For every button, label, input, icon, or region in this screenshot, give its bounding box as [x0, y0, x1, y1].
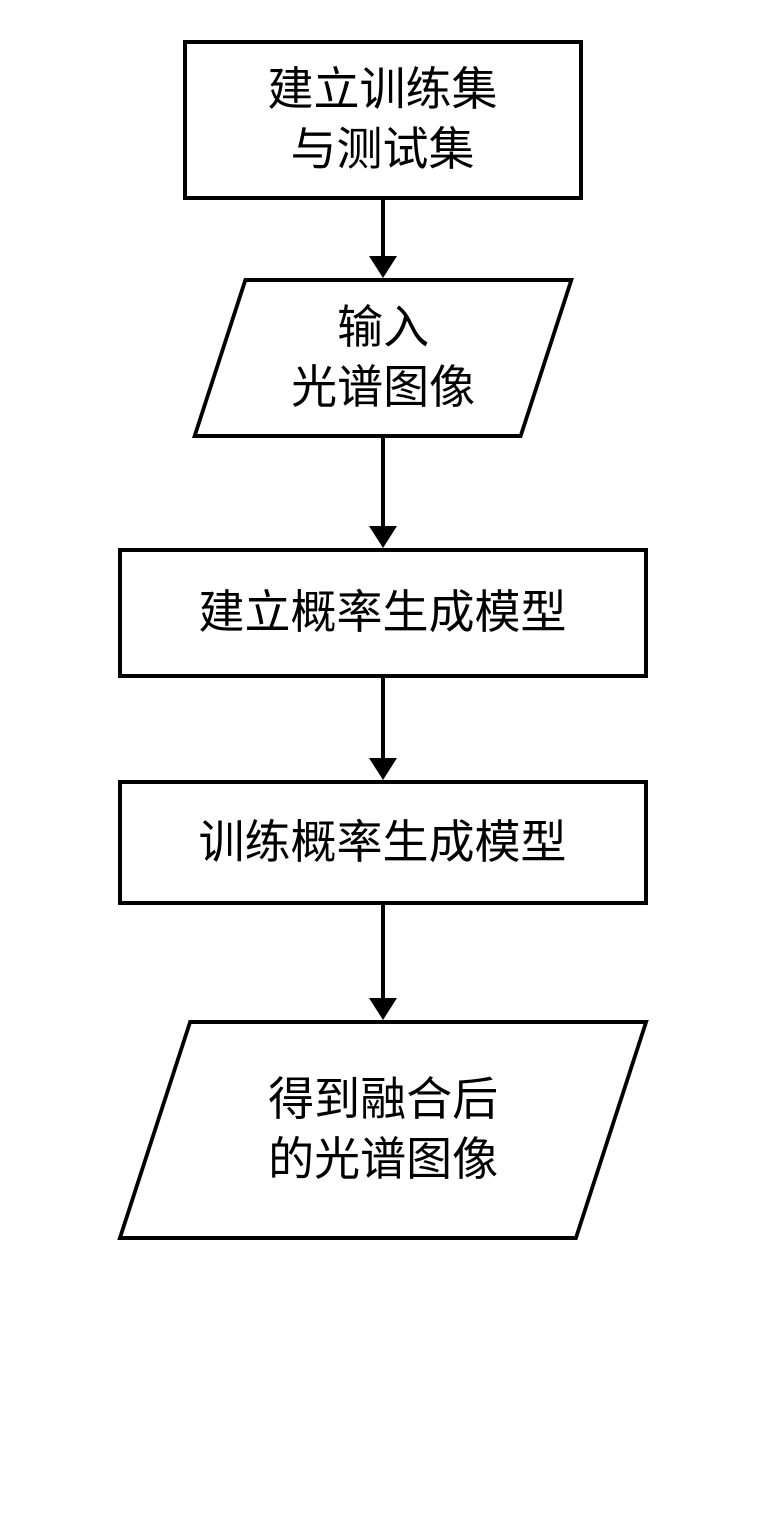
- arrow-head-icon: [369, 998, 397, 1020]
- node-output-fused-image: 得到融合后 的光谱图像: [117, 1020, 648, 1240]
- label-line1: 建立训练集: [268, 64, 498, 115]
- node-build-train-test: 建立训练集 与测试集: [183, 40, 583, 200]
- arrow-line: [381, 438, 385, 526]
- node-label: 建立训练集 与测试集: [268, 60, 498, 180]
- label-line2: 光谱图像: [291, 362, 475, 413]
- node-label: 得到融合后 的光谱图像: [268, 1070, 498, 1190]
- label-line2: 与测试集: [291, 124, 475, 175]
- arrow-2: [369, 438, 397, 548]
- arrow-head-icon: [369, 758, 397, 780]
- node-label: 训练概率生成模型: [199, 813, 567, 873]
- arrow-3: [369, 678, 397, 780]
- label-line1: 得到融合后: [268, 1074, 498, 1125]
- arrow-head-icon: [369, 256, 397, 278]
- arrow-head-icon: [369, 526, 397, 548]
- node-train-prob-model: 训练概率生成模型: [118, 780, 648, 905]
- arrow-line: [381, 200, 385, 256]
- label-line1: 输入: [337, 302, 429, 353]
- node-build-prob-model: 建立概率生成模型: [118, 548, 648, 678]
- label-line2: 的光谱图像: [268, 1134, 498, 1185]
- node-label: 输入 光谱图像: [291, 298, 475, 418]
- arrow-1: [369, 200, 397, 278]
- node-label: 建立概率生成模型: [199, 583, 567, 643]
- node-input-spectral-image: 输入 光谱图像: [192, 278, 574, 438]
- arrow-line: [381, 905, 385, 998]
- arrow-line: [381, 678, 385, 758]
- arrow-4: [369, 905, 397, 1020]
- flowchart-container: 建立训练集 与测试集 输入 光谱图像 建立概率生成模型 训练概率生成模型 得到融…: [0, 0, 765, 1240]
